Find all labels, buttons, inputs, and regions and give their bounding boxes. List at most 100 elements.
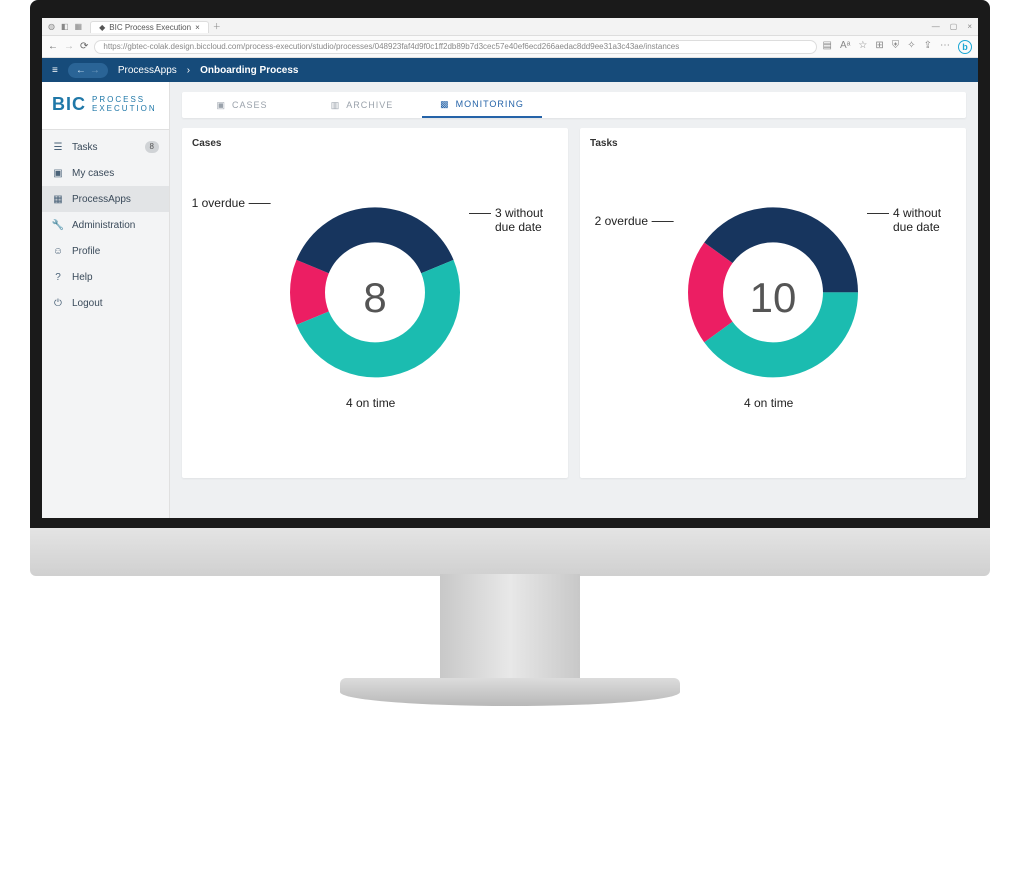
panel-tasks: Tasks 10 2 overdue 4 withoutdue date 4 on …	[580, 128, 966, 478]
chart-label-on_time: 4 on time	[744, 396, 793, 410]
extensions-icon[interactable]: ⊞	[875, 40, 883, 54]
tasks-donut: 10 2 overdue4 withoutdue date4 on time	[608, 164, 938, 444]
archive-icon: ▥	[331, 100, 341, 111]
tab-label: ARCHIVE	[346, 100, 393, 110]
address-bar[interactable]: https://gbtec-colak.design.biccloud.com/…	[94, 40, 816, 54]
toolbar-right-icons: ▤ Aᵃ ☆ ⊞ ⛨ ✧ ⇪ ⋯ b	[823, 40, 972, 54]
logo: BIC PROCESS EXECUTION	[42, 82, 169, 130]
panel-title: Tasks	[590, 138, 956, 149]
wrench-icon: 🔧	[52, 220, 64, 231]
reload-button[interactable]: ⟳	[80, 41, 88, 52]
chart-label-overdue: 1 overdue	[192, 196, 275, 210]
logo-line2: EXECUTION	[92, 105, 157, 114]
sidebar-item-help[interactable]: ? Help	[42, 264, 169, 290]
maximize-button[interactable]: ▢	[950, 22, 958, 31]
tab-cases[interactable]: ▣ CASES	[182, 92, 302, 118]
chart-label-no_due: 4 without	[863, 206, 941, 220]
chart-label-no_due2: due date	[495, 220, 542, 234]
favorite-icon[interactable]: ☆	[858, 40, 867, 54]
tasks-badge: 8	[145, 141, 159, 153]
nav-back-forward: ← →	[68, 63, 108, 78]
chart-label-no_due: 3 without	[465, 206, 543, 220]
chart-label-overdue: 2 overdue	[595, 214, 678, 228]
chart-label-no_due2: due date	[893, 220, 940, 234]
cases-donut: 8 1 overdue3 withoutdue date4 on time	[210, 164, 540, 444]
tab-label: MONITORING	[456, 99, 524, 109]
panel-title: Cases	[192, 138, 558, 149]
breadcrumb-sep: ›	[187, 65, 190, 76]
sidebar-item-label: Administration	[72, 220, 135, 231]
app-header: ≡ ← → ProcessApps › Onboarding Process	[42, 58, 978, 82]
share-icon[interactable]: ⇪	[924, 40, 932, 54]
sidebar-item-logout[interactable]: ⏻ Logout	[42, 290, 169, 316]
view-icon[interactable]: ◧	[61, 22, 69, 31]
sidebar-item-label: Help	[72, 272, 93, 283]
tasks-total: 10	[750, 274, 797, 322]
tab-archive[interactable]: ▥ ARCHIVE	[302, 92, 422, 118]
close-button[interactable]: ×	[967, 22, 972, 31]
sidebar-item-label: Logout	[72, 298, 103, 309]
sidebar-item-tasks[interactable]: ☰ Tasks 8	[42, 134, 169, 160]
hamburger-icon[interactable]: ≡	[52, 65, 58, 76]
sidebar-item-processapps[interactable]: ▦ ProcessApps	[42, 186, 169, 212]
sidebar-list: ☰ Tasks 8 ▣ My cases ▦ ProcessApps	[42, 130, 169, 316]
reader-icon[interactable]: ▤	[823, 40, 832, 54]
folder-icon: ▣	[52, 168, 64, 179]
menu-icon[interactable]: ⋯	[940, 40, 950, 54]
monitoring-icon: ▩	[440, 99, 450, 110]
logo-main: BIC	[52, 94, 86, 115]
account-icon[interactable]: b	[958, 40, 972, 54]
monitor-chin	[30, 528, 990, 576]
collections-icon[interactable]: ✧	[907, 40, 915, 54]
monitor-bezel: ◍ ◧ ▦ ◆ BIC Process Execution × ＋ — ▢ ×	[30, 0, 990, 530]
translate-icon[interactable]: Aᵃ	[840, 40, 850, 54]
cases-chart-wrap: 8 1 overdue 3 withoutdue date 4 on time	[182, 164, 568, 478]
breadcrumb-current: Onboarding Process	[200, 65, 298, 76]
monitor-stand-base	[340, 678, 680, 706]
cases-total: 8	[363, 274, 386, 322]
sidebar-item-profile[interactable]: ☺ Profile	[42, 238, 169, 264]
logout-icon: ⏻	[52, 298, 64, 309]
tab-strip: ◆ BIC Process Execution × ＋	[90, 21, 221, 33]
content-area: ▣ CASES ▥ ARCHIVE ▩ MONITORING	[170, 82, 978, 518]
tab-favicon: ◆	[99, 23, 105, 32]
sidebar-item-label: Profile	[72, 246, 100, 257]
url-text: https://gbtec-colak.design.biccloud.com/…	[103, 42, 679, 51]
sidebar-item-label: My cases	[72, 168, 114, 179]
sidebar: BIC PROCESS EXECUTION ☰ Tasks 8	[42, 82, 170, 518]
titlebar-left-icons: ◍ ◧ ▦	[48, 22, 82, 31]
tab-title: BIC Process Execution	[109, 23, 191, 32]
folder-icon: ▣	[216, 100, 226, 111]
nav-back-button[interactable]: ←	[48, 41, 58, 52]
minimize-button[interactable]: —	[932, 22, 940, 31]
panels: Cases 8 1 overdue3 withoutdue date4 on t…	[182, 128, 966, 478]
sidebar-item-administration[interactable]: 🔧 Administration	[42, 212, 169, 238]
browser-titlebar: ◍ ◧ ▦ ◆ BIC Process Execution × ＋ — ▢ ×	[42, 18, 978, 36]
tab-monitoring[interactable]: ▩ MONITORING	[422, 92, 542, 118]
nav-forward-button[interactable]: →	[64, 41, 74, 52]
app-body: BIC PROCESS EXECUTION ☰ Tasks 8	[42, 82, 978, 518]
panel-cases: Cases 8 1 overdue 3 withoutdue date 4 on t…	[182, 128, 568, 478]
browser-window: ◍ ◧ ▦ ◆ BIC Process Execution × ＋ — ▢ ×	[42, 18, 978, 518]
browser-toolbar: ← → ⟳ https://gbtec-colak.design.bicclou…	[42, 36, 978, 58]
monitor-mockup: ◍ ◧ ▦ ◆ BIC Process Execution × ＋ — ▢ ×	[0, 0, 1020, 869]
breadcrumb-root[interactable]: ProcessApps	[118, 65, 177, 76]
browser-tab[interactable]: ◆ BIC Process Execution ×	[90, 21, 209, 33]
tab-label: CASES	[232, 100, 268, 110]
tasks-chart-wrap: 10 2 overdue 4 withoutdue date 4 on time	[580, 164, 966, 478]
help-icon: ?	[52, 272, 64, 283]
tab-close-icon[interactable]: ×	[195, 23, 200, 32]
profile-icon[interactable]: ◍	[48, 22, 55, 31]
profile-icon: ☺	[52, 246, 64, 257]
chart-label-on_time: 4 on time	[346, 396, 395, 410]
app-back-button[interactable]: ←	[76, 65, 86, 76]
app-forward-button[interactable]: →	[90, 65, 100, 76]
grid-icon[interactable]: ▦	[75, 22, 83, 31]
shield-icon[interactable]: ⛨	[892, 40, 900, 54]
donut-segment-no_due	[296, 208, 453, 274]
tab-bar: ▣ CASES ▥ ARCHIVE ▩ MONITORING	[182, 92, 966, 118]
new-tab-button[interactable]: ＋	[213, 21, 221, 32]
apps-icon: ▦	[52, 194, 64, 205]
monitor-stand-neck	[440, 574, 580, 684]
sidebar-item-mycases[interactable]: ▣ My cases	[42, 160, 169, 186]
